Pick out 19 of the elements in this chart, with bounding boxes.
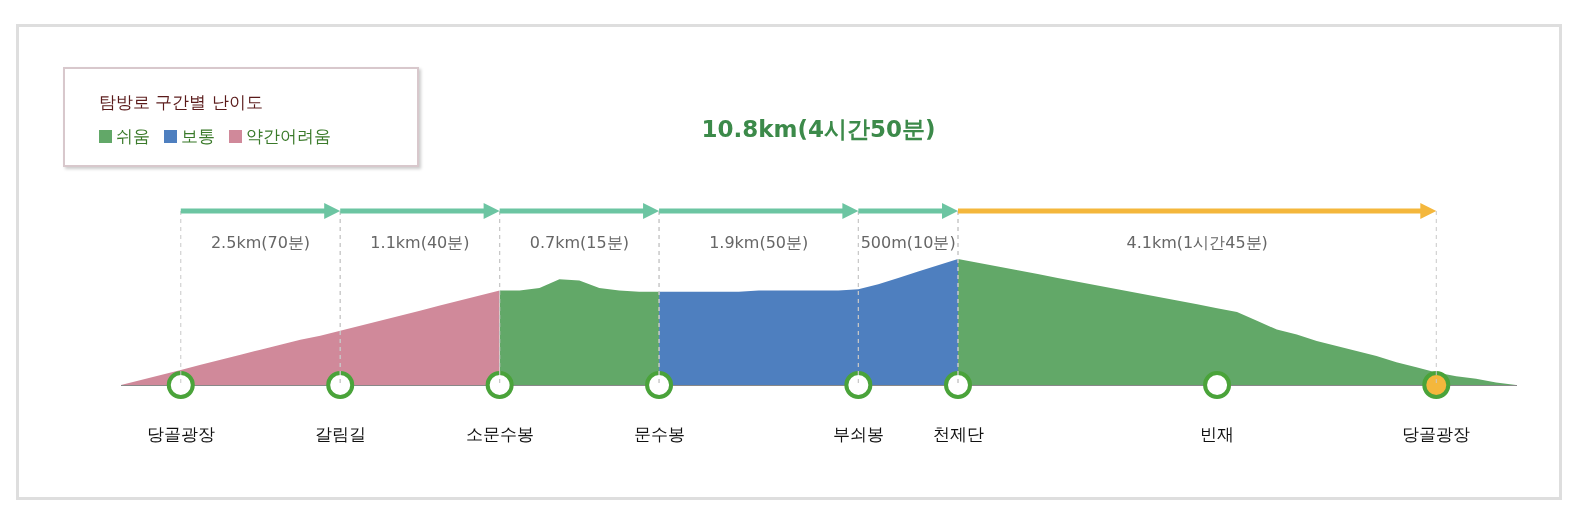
x-tick-label: 빈재 bbox=[1200, 423, 1235, 444]
chart-title: 10.8km(4시간50분) bbox=[701, 115, 936, 142]
text: 4.1km(1시간45분) bbox=[1126, 233, 1268, 253]
x-tick-label: 문수봉 bbox=[633, 423, 685, 444]
x-tick-label: 당골광장 bbox=[146, 423, 215, 444]
x-tick-label: 당골광장 bbox=[1402, 423, 1471, 444]
x-tick-label: 소문수봉 bbox=[465, 423, 534, 444]
legend-label: 쉬움 bbox=[115, 125, 150, 148]
text: 2.5km(70분) bbox=[210, 233, 311, 253]
text: 0.7km(15분) bbox=[529, 233, 629, 253]
text: 1.9km(50분) bbox=[709, 233, 809, 253]
text: 1.1km(40분) bbox=[370, 233, 470, 253]
legend-label: 약간어려움 bbox=[245, 125, 331, 148]
legend-title: 탐방로 구간별 난이도 bbox=[99, 91, 263, 114]
text: 500m(10분) bbox=[860, 233, 956, 253]
x-tick-label: 천제단 bbox=[932, 423, 984, 444]
legend-label: 보통 bbox=[180, 125, 215, 148]
x-tick-label: 갈림길 bbox=[314, 423, 366, 444]
x-tick-label: 부쇠봉 bbox=[832, 423, 884, 444]
